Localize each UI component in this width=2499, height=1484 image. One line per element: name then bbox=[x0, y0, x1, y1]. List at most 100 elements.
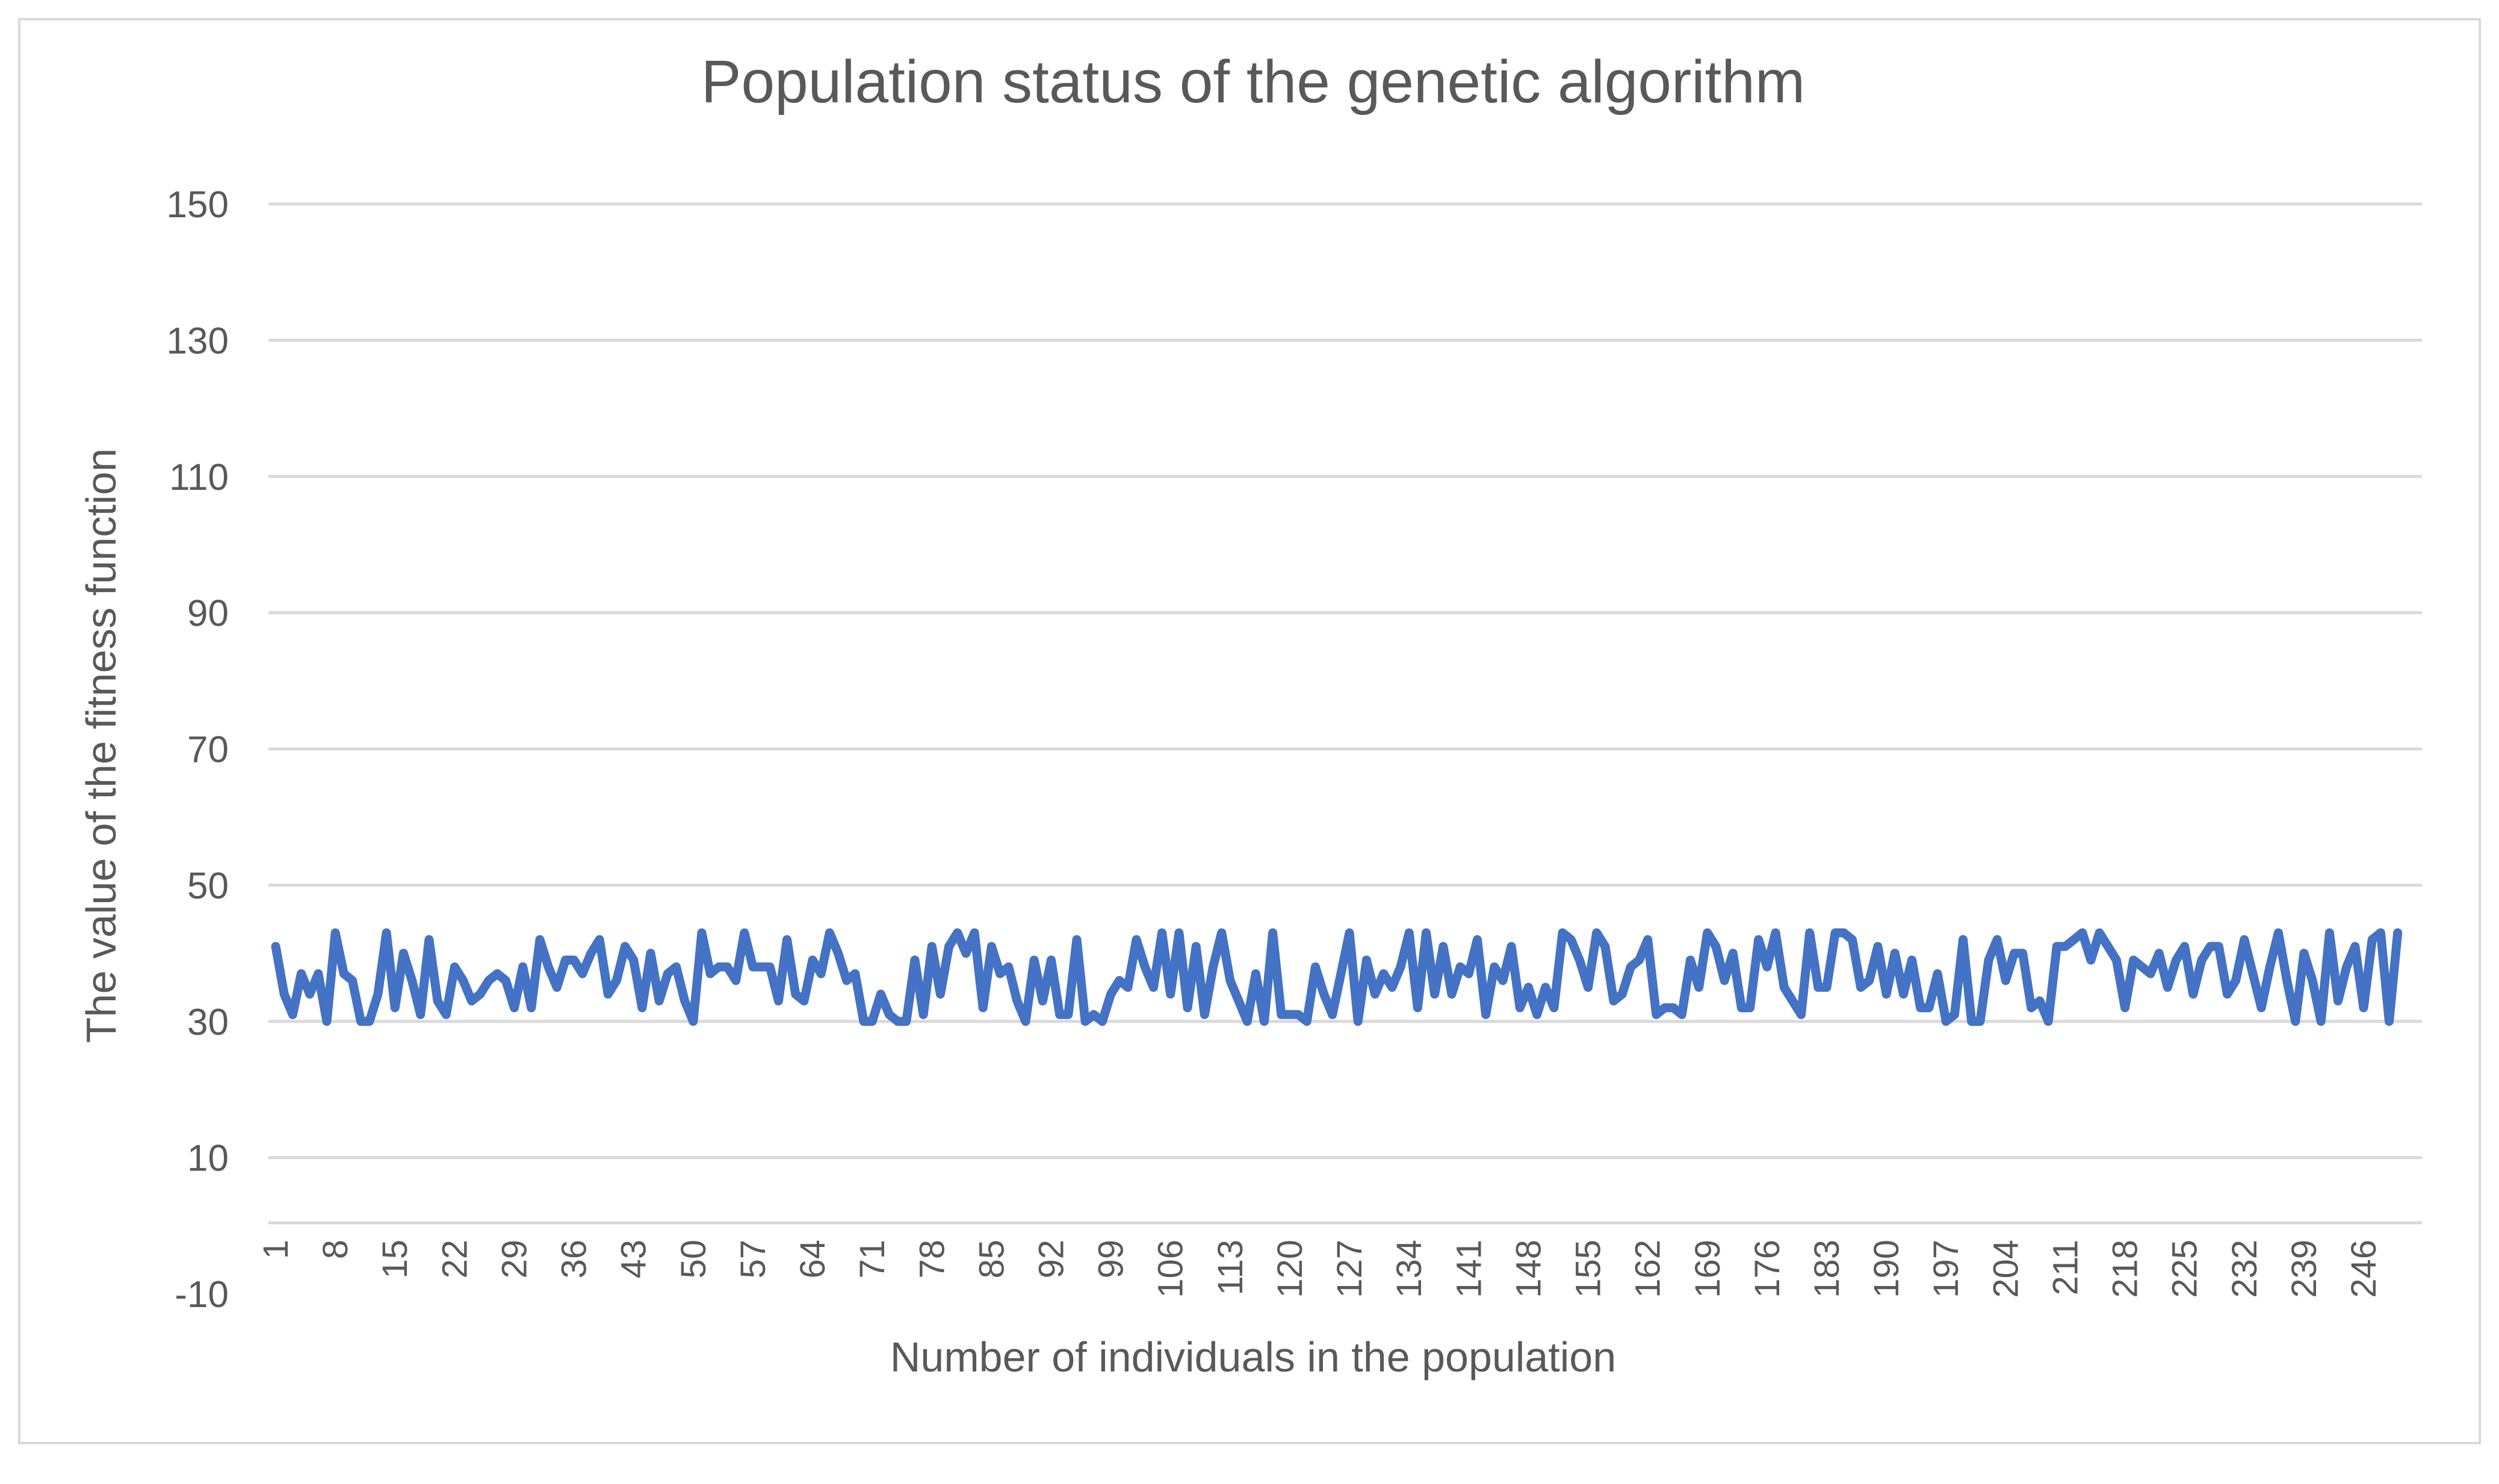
data-point bbox=[1323, 993, 1325, 995]
data-point bbox=[1792, 1000, 1794, 1002]
data-point bbox=[1536, 1013, 1538, 1015]
data-point bbox=[2150, 973, 2152, 975]
x-tick-label: 43 bbox=[615, 1240, 654, 1279]
data-point bbox=[386, 932, 388, 934]
data-point bbox=[1136, 939, 1138, 941]
data-point bbox=[820, 973, 822, 975]
data-point bbox=[1127, 986, 1129, 988]
data-point bbox=[2371, 939, 2373, 941]
data-point bbox=[650, 953, 652, 954]
x-tick-label: 99 bbox=[1092, 1240, 1131, 1279]
data-point bbox=[2158, 953, 2160, 954]
data-point bbox=[2380, 932, 2382, 934]
data-point bbox=[1468, 973, 1470, 975]
chart-frame: Population status of the genetic algorit… bbox=[18, 18, 2481, 1444]
data-point bbox=[948, 945, 950, 947]
data-point bbox=[2073, 939, 2075, 941]
line-chart: Population status of the genetic algorit… bbox=[78, 48, 2422, 1380]
x-tick-label: 8 bbox=[316, 1240, 355, 1259]
data-point bbox=[1042, 1000, 1044, 1002]
data-point bbox=[2022, 953, 2024, 954]
data-point bbox=[394, 1007, 396, 1009]
data-point bbox=[667, 973, 669, 975]
data-point bbox=[905, 1021, 907, 1022]
data-point bbox=[1485, 1013, 1487, 1015]
y-tick-label: 130 bbox=[167, 320, 229, 362]
data-point bbox=[1298, 1013, 1299, 1015]
data-point bbox=[786, 939, 788, 941]
series-layer bbox=[271, 928, 2403, 1026]
data-point bbox=[1391, 986, 1393, 988]
data-point bbox=[283, 993, 285, 995]
data-point bbox=[1655, 1013, 1657, 1015]
data-point bbox=[317, 973, 319, 975]
data-point bbox=[1544, 986, 1546, 988]
data-point bbox=[2005, 980, 2007, 982]
data-point bbox=[991, 945, 992, 947]
x-tick-label: 232 bbox=[2225, 1240, 2264, 1298]
data-point bbox=[1706, 932, 1708, 934]
data-point bbox=[1093, 1013, 1095, 1015]
data-point bbox=[1647, 939, 1649, 941]
x-tick-label: 50 bbox=[674, 1240, 713, 1279]
y-tick-label: 70 bbox=[187, 729, 229, 771]
data-point bbox=[488, 980, 489, 982]
data-point bbox=[1169, 993, 1171, 995]
chart-title: Population status of the genetic algorit… bbox=[701, 48, 1805, 116]
data-point bbox=[794, 993, 796, 995]
data-point bbox=[752, 966, 754, 968]
data-point bbox=[1476, 939, 1478, 941]
data-point bbox=[1511, 945, 1513, 947]
data-point bbox=[1212, 966, 1214, 968]
x-tick-label: 246 bbox=[2344, 1240, 2383, 1298]
y-tick-label: 110 bbox=[169, 457, 229, 498]
data-point bbox=[1493, 966, 1495, 968]
data-point bbox=[1153, 986, 1154, 988]
data-point bbox=[565, 959, 566, 961]
x-axis-tick-labels: 1 8 15 22 29 36 43 50 57 64 71 78 85 92 99 106 113 120 127… bbox=[256, 1240, 2383, 1298]
data-point bbox=[2363, 1007, 2365, 1009]
data-point bbox=[2235, 980, 2237, 982]
data-point bbox=[1246, 1021, 1248, 1022]
y-tick-label: 30 bbox=[187, 1001, 229, 1043]
x-tick-label: 204 bbox=[1986, 1240, 2025, 1298]
x-tick-label: 71 bbox=[853, 1240, 892, 1279]
data-point bbox=[1229, 980, 1231, 982]
x-tick-label: 36 bbox=[555, 1240, 594, 1279]
data-point bbox=[872, 1021, 873, 1022]
data-point bbox=[1945, 1021, 1947, 1022]
data-point bbox=[2303, 953, 2305, 954]
data-point bbox=[1400, 966, 1402, 968]
data-point bbox=[2337, 1000, 2339, 1002]
data-point bbox=[1877, 945, 1878, 947]
data-point bbox=[624, 945, 626, 947]
data-point bbox=[1596, 932, 1597, 934]
data-point bbox=[2261, 1007, 2262, 1009]
data-point bbox=[1255, 973, 1257, 975]
data-point bbox=[1067, 1013, 1069, 1015]
data-point bbox=[360, 1021, 362, 1022]
data-point bbox=[2013, 953, 2015, 954]
data-point bbox=[2252, 973, 2253, 975]
data-point bbox=[1076, 939, 1077, 941]
data-point bbox=[513, 1007, 515, 1009]
data-point bbox=[1954, 1013, 1956, 1015]
data-point bbox=[548, 966, 550, 968]
data-point bbox=[1698, 986, 1700, 988]
data-point bbox=[658, 1000, 660, 1002]
data-point bbox=[1331, 1013, 1333, 1015]
data-point bbox=[965, 953, 967, 954]
data-point bbox=[1033, 959, 1035, 961]
data-point bbox=[2218, 945, 2220, 947]
data-point bbox=[641, 1007, 643, 1009]
x-tick-label: 127 bbox=[1330, 1240, 1369, 1298]
x-tick-label: 162 bbox=[1629, 1240, 1668, 1298]
data-point bbox=[1851, 939, 1853, 941]
data-point bbox=[607, 993, 609, 995]
x-tick-label: 15 bbox=[376, 1240, 415, 1279]
data-point bbox=[2329, 932, 2330, 934]
data-point bbox=[1621, 993, 1623, 995]
data-point bbox=[1187, 1007, 1189, 1009]
data-point bbox=[1911, 959, 1913, 961]
data-point bbox=[2209, 945, 2211, 947]
